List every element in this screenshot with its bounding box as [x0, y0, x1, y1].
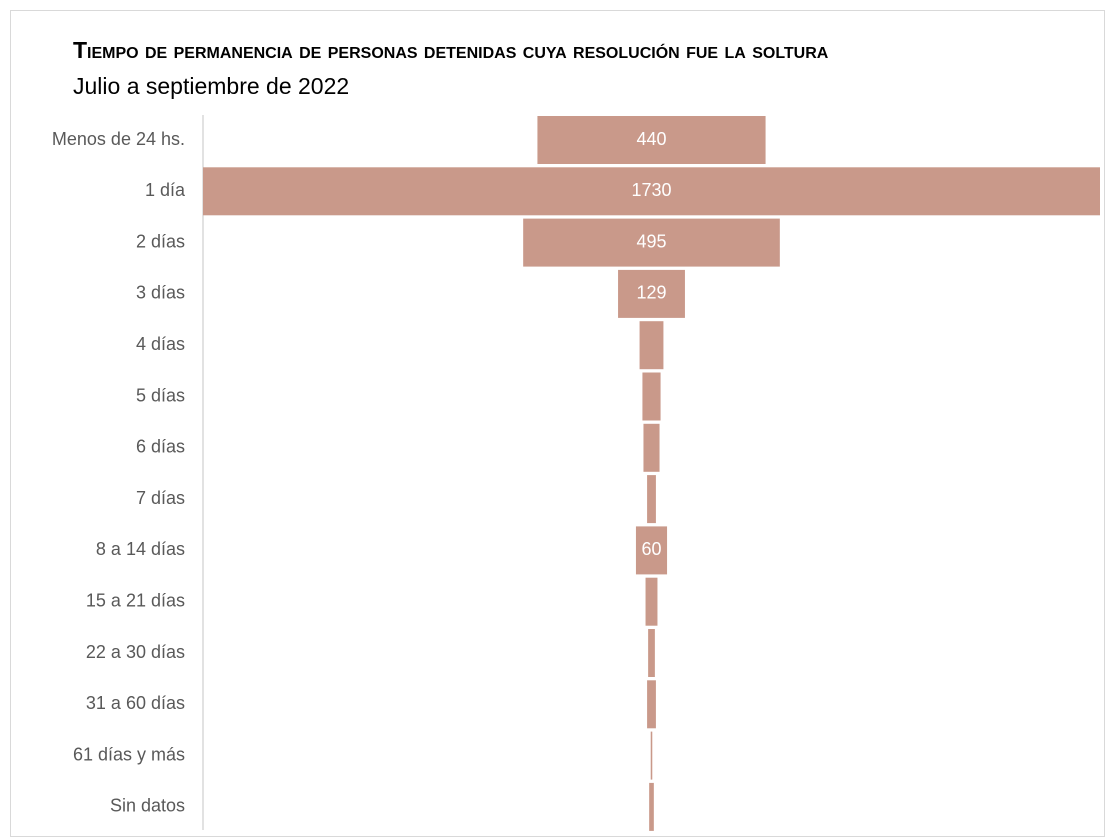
funnel-bar — [639, 321, 664, 370]
funnel-bar — [642, 372, 661, 421]
category-label: 22 a 30 días — [86, 642, 185, 662]
funnel-bar — [537, 116, 766, 164]
value-label: 129 — [636, 283, 666, 303]
category-label: 2 días — [136, 231, 185, 251]
funnel-bar — [523, 218, 780, 267]
funnel-bar — [635, 526, 668, 575]
category-label: 1 día — [145, 180, 186, 200]
category-label: 15 a 21 días — [86, 590, 185, 610]
funnel-bar — [643, 423, 660, 472]
funnel-bar — [647, 680, 656, 729]
funnel-bar — [647, 475, 656, 524]
category-label: 4 días — [136, 334, 185, 354]
category-label: 61 días y más — [73, 744, 185, 764]
category-label: 7 días — [136, 488, 185, 508]
category-label: 31 a 60 días — [86, 693, 185, 713]
funnel-bar — [645, 577, 658, 626]
category-label: Sin datos — [110, 796, 185, 816]
value-label: 495 — [636, 231, 666, 251]
funnel-bar — [203, 167, 1100, 216]
category-label: Menos de 24 hs. — [52, 129, 185, 149]
funnel-bar — [648, 629, 655, 677]
value-label: 60 — [641, 539, 661, 559]
value-label: 1730 — [631, 180, 671, 200]
funnel-bar — [618, 269, 685, 318]
category-label: 6 días — [136, 437, 185, 457]
value-label: 440 — [636, 129, 666, 149]
funnel-bar — [650, 731, 653, 780]
chart-subtitle: Julio a septiembre de 2022 — [73, 73, 349, 99]
funnel-bar — [649, 782, 654, 831]
category-label: 5 días — [136, 385, 185, 405]
chart-title: Tiempo de permanencia de personas deteni… — [73, 37, 829, 63]
category-label: 8 a 14 días — [96, 539, 185, 559]
category-label: 3 días — [136, 283, 185, 303]
